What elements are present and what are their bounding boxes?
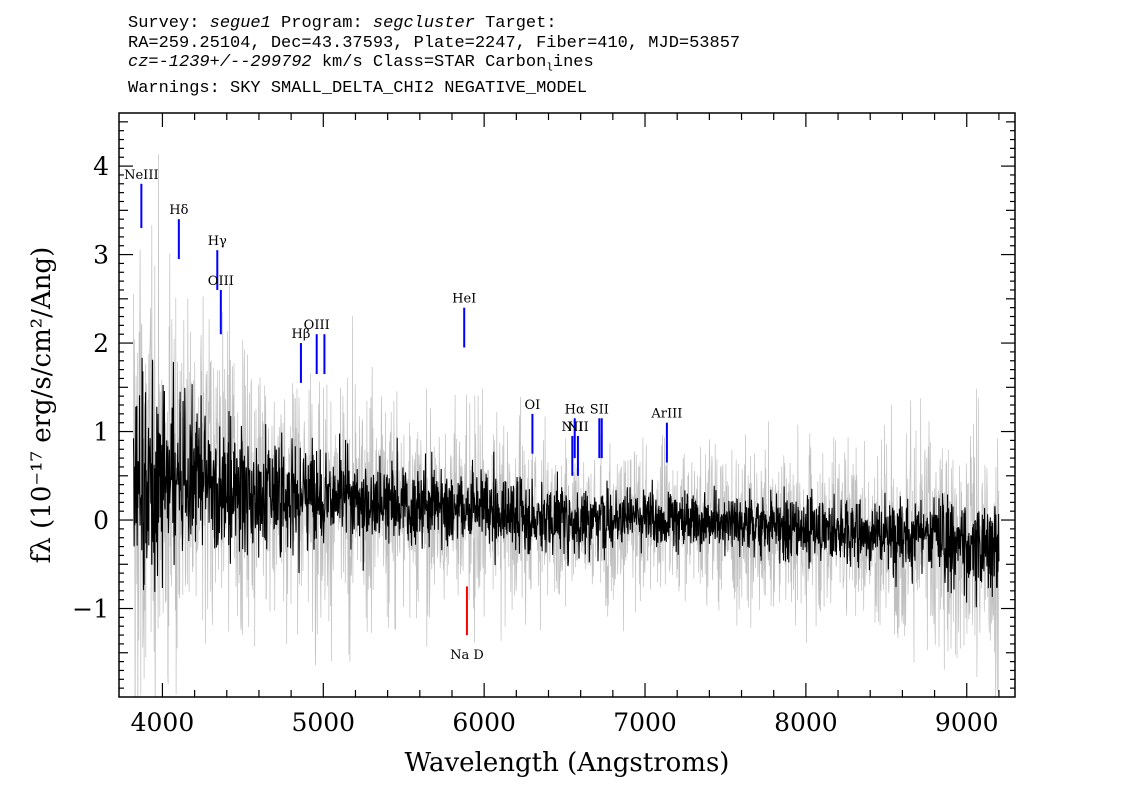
- program-value: segcluster: [372, 14, 475, 33]
- cz-value: cz=-1239+/--299792: [128, 53, 312, 72]
- y-tick-label: 3: [93, 241, 109, 270]
- y-tick-label: 1: [93, 418, 109, 447]
- emission-line-label: NeIII: [124, 168, 158, 183]
- x-axis-title: Wavelength (Angstroms): [405, 748, 730, 778]
- y-tick-label: 0: [93, 506, 109, 535]
- y-tick-label: 2: [93, 329, 109, 358]
- x-axis-ticks: 4000 5000 6000 7000 8000 9000: [131, 113, 1000, 737]
- emission-line-label: Hβ: [292, 327, 311, 342]
- emission-line-label: OI: [525, 398, 541, 413]
- y-axis-title: fλ (10⁻¹⁷ erg/s/cm²/Ang): [27, 247, 57, 563]
- emission-line-label: Hδ: [169, 203, 188, 218]
- emission-line-label: ArIII: [650, 407, 682, 422]
- target-label: Target:: [474, 14, 557, 33]
- y-tick-label: −1: [72, 595, 109, 624]
- class-tail: ines: [552, 53, 594, 72]
- emission-line-label: OIII: [208, 274, 234, 289]
- emission-line-label: OIII: [304, 318, 330, 333]
- x-tick-label: 4000: [131, 708, 195, 737]
- x-tick-label: 8000: [774, 708, 838, 737]
- emission-line-label: NII: [561, 420, 583, 435]
- class-text: km/s Class=STAR Carbon: [311, 53, 547, 72]
- x-tick-label: 6000: [452, 708, 516, 737]
- spectrum-header: Survey: segue1 Program: segcluster Targe…: [128, 14, 740, 98]
- survey-label: Survey:: [128, 14, 210, 33]
- absorption-line-label: Na D: [450, 648, 484, 663]
- y-axis-ticks: −1 0 1 2 3 4: [72, 121, 1015, 689]
- flux-line: [132, 357, 1000, 608]
- emission-line-label: Hα: [565, 402, 585, 417]
- emission-line-label: Hγ: [208, 234, 227, 249]
- survey-value: segue1: [209, 14, 271, 33]
- header-line-coordinates: RA=259.25104, Dec=43.37593, Plate=2247, …: [128, 33, 741, 53]
- header-line-redshift: cz=-1239+/--299792 km/s Class=STAR Carbo…: [128, 53, 740, 79]
- y-tick-label: 4: [93, 152, 109, 181]
- emission-line-label: NII: [567, 420, 589, 435]
- x-tick-label: 9000: [935, 708, 999, 737]
- flux-series: [132, 357, 1000, 608]
- header-line-survey: Survey: segue1 Program: segcluster Targe…: [128, 14, 740, 34]
- x-tick-label: 7000: [613, 708, 677, 737]
- class-subscript: l: [546, 62, 553, 75]
- program-label: Program:: [270, 14, 373, 33]
- x-tick-label: 5000: [291, 708, 355, 737]
- emission-line-label: SII: [590, 402, 609, 417]
- header-line-warnings: Warnings: SKY SMALL_DELTA_CHI2 NEGATIVE_…: [128, 78, 588, 98]
- emission-line-label: HeI: [452, 292, 476, 307]
